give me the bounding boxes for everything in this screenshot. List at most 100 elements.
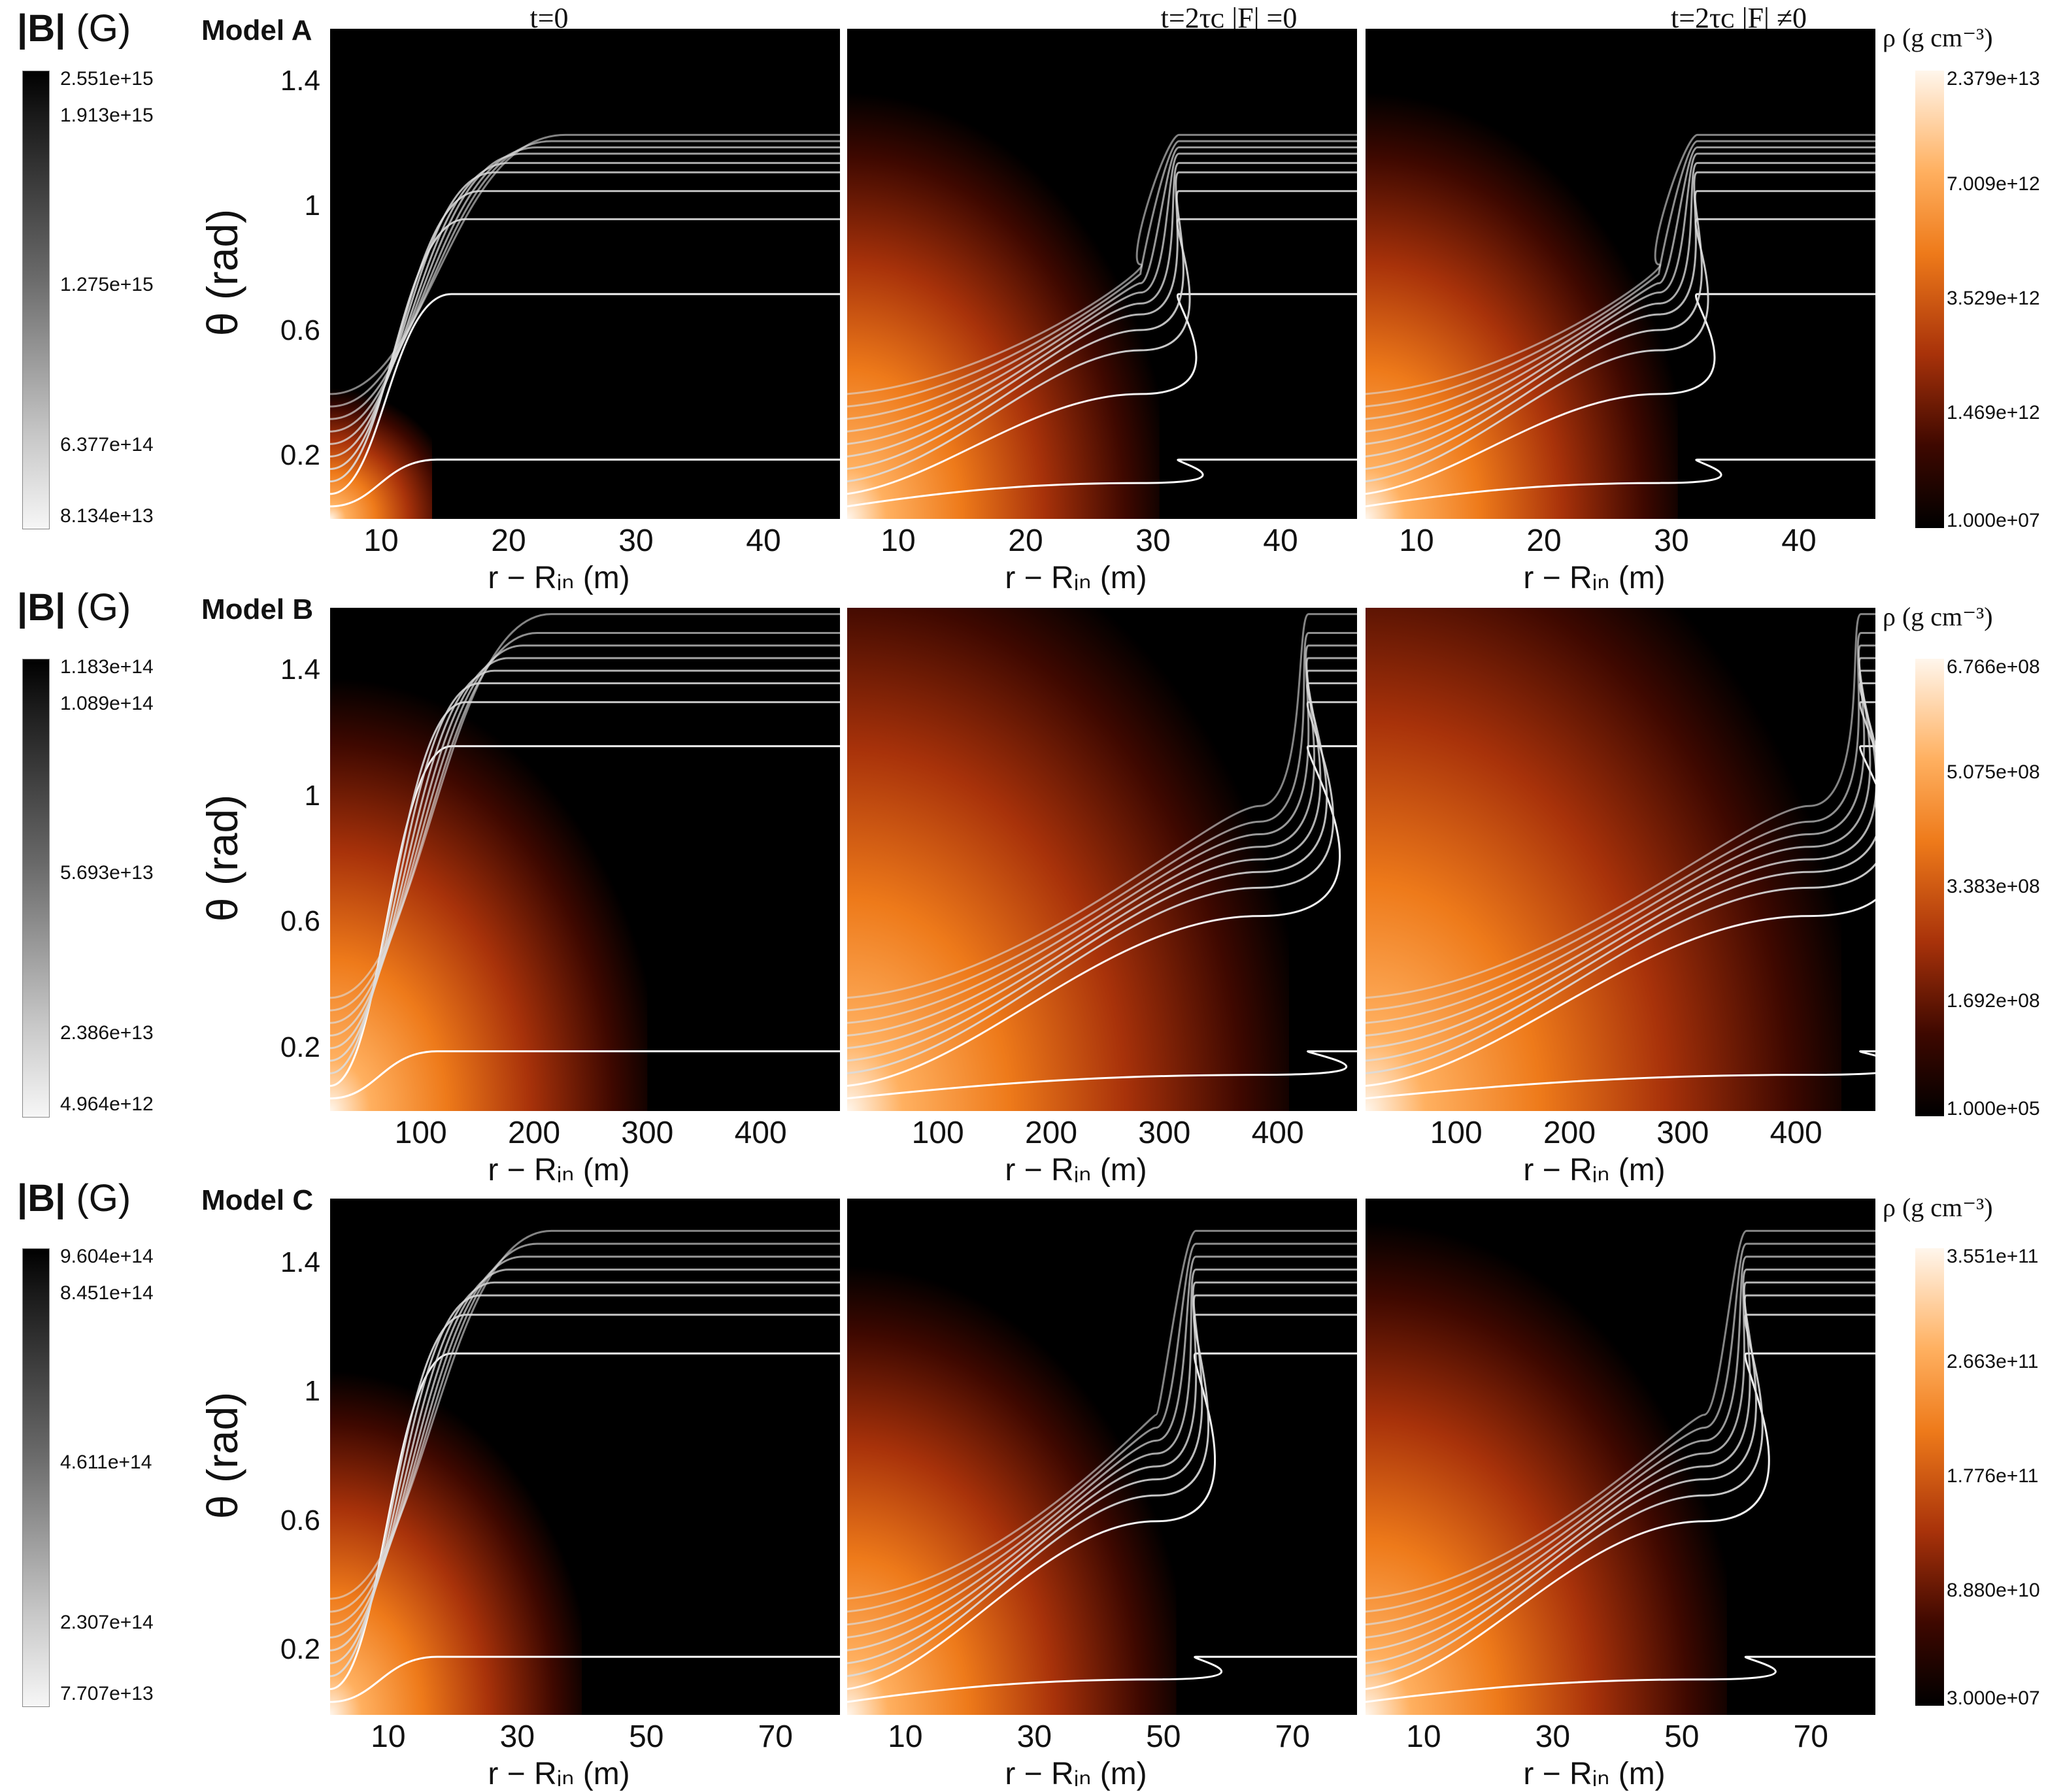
x-tick-label: 50 bbox=[1664, 1719, 1700, 1754]
x-tick-label: 300 bbox=[1138, 1116, 1191, 1150]
field-line bbox=[847, 1050, 1357, 1100]
density-field bbox=[847, 29, 1160, 519]
heatmap-svg bbox=[847, 29, 1357, 519]
field-line bbox=[1366, 1050, 1875, 1100]
x-axis-title: r − Rᵢₙ (m) bbox=[1523, 1153, 1666, 1187]
field-line bbox=[847, 745, 1357, 1087]
y-tick-label: 1 bbox=[304, 1375, 320, 1408]
rho-colorbar-tick-label: 1.000e+05 bbox=[1947, 1097, 2040, 1120]
x-tick-label: 70 bbox=[758, 1719, 793, 1754]
rho-colorbar-title: ρ (g cm⁻³) bbox=[1883, 23, 1993, 52]
b-colorbar-tick-label: 2.551e+15 bbox=[60, 68, 154, 90]
field-line bbox=[1366, 1294, 1875, 1665]
field-line bbox=[330, 632, 840, 1012]
x-tick-label: 100 bbox=[911, 1116, 964, 1150]
density-field bbox=[1366, 608, 1841, 1111]
x-axis-title: r − Rᵢₙ (m) bbox=[1523, 561, 1666, 595]
y-tick-label: 1.4 bbox=[280, 654, 320, 686]
x-tick-label: 30 bbox=[1135, 523, 1171, 558]
field-line bbox=[847, 152, 1357, 433]
rho-colorbar-tick-label: 3.383e+08 bbox=[1947, 876, 2040, 897]
x-tick-label: 50 bbox=[1146, 1719, 1181, 1754]
field-line bbox=[847, 133, 1357, 395]
field-line bbox=[847, 190, 1357, 471]
b-colorbar-symbol: |B| bbox=[17, 7, 66, 50]
heatmap-svg bbox=[847, 608, 1357, 1111]
field-line bbox=[1366, 1655, 1875, 1703]
density-field bbox=[1366, 29, 1678, 519]
field-line bbox=[847, 669, 1357, 1050]
field-line bbox=[847, 1242, 1357, 1613]
x-axis-title: r − Rᵢₙ (m) bbox=[1523, 1757, 1666, 1791]
rho-colorbar-tick-label: 1.776e+11 bbox=[1947, 1465, 2039, 1487]
column-title-t0: t=0 bbox=[529, 2, 569, 34]
y-tick-label: 1 bbox=[304, 190, 320, 222]
b-colorbar-tick-label: 2.307e+14 bbox=[60, 1612, 154, 1633]
x-tick-label: 20 bbox=[1526, 523, 1562, 558]
b-colorbar-title: |B| (G) bbox=[17, 1176, 131, 1220]
heatmap-panel-2-2 bbox=[1366, 1199, 1875, 1715]
field-line bbox=[847, 458, 1357, 508]
b-colorbar-tick-label: 5.693e+13 bbox=[60, 862, 154, 884]
field-line bbox=[1366, 171, 1875, 457]
b-colorbar-tick-label: 6.377e+14 bbox=[60, 434, 154, 456]
b-colorbar-tick-label: 1.275e+15 bbox=[60, 274, 154, 295]
density-field bbox=[847, 1199, 1177, 1715]
rho-colorbar bbox=[1915, 659, 1944, 1116]
model-label: Model A bbox=[201, 14, 312, 46]
field-line bbox=[1366, 1242, 1875, 1613]
x-tick-label: 400 bbox=[734, 1116, 787, 1150]
heatmap-svg bbox=[1366, 608, 1875, 1111]
density-field bbox=[330, 1199, 582, 1715]
field-line bbox=[330, 458, 840, 508]
field-line bbox=[847, 657, 1357, 1037]
x-tick-label: 10 bbox=[1406, 1719, 1441, 1754]
field-line bbox=[847, 146, 1357, 420]
field-line bbox=[847, 140, 1357, 408]
field-line bbox=[847, 1655, 1357, 1703]
field-line bbox=[330, 1352, 840, 1690]
heatmap-svg bbox=[847, 1199, 1357, 1715]
rho-colorbar-title: ρ (g cm⁻³) bbox=[1883, 602, 1993, 631]
heatmap-panel-0-2 bbox=[1366, 29, 1875, 519]
x-tick-label: 40 bbox=[1263, 523, 1298, 558]
field-line bbox=[330, 1050, 840, 1100]
column-title-f-nonzero: t=2τᴄ |F| ≠0 bbox=[1671, 2, 1807, 34]
field-line bbox=[330, 669, 840, 1050]
field-line bbox=[1366, 1255, 1875, 1626]
x-tick-label: 40 bbox=[1781, 523, 1817, 558]
heatmap-panel-2-1 bbox=[847, 1199, 1357, 1715]
x-axis-title: r − Rᵢₙ (m) bbox=[488, 561, 630, 595]
field-line bbox=[847, 682, 1357, 1062]
x-axis-title: r − Rᵢₙ (m) bbox=[1005, 1153, 1147, 1187]
b-colorbar-tick-label: 8.134e+13 bbox=[60, 505, 154, 527]
density-field bbox=[330, 608, 648, 1111]
field-line bbox=[1366, 632, 1875, 1012]
b-colorbar-tick-label: 4.964e+12 bbox=[60, 1093, 154, 1115]
rho-colorbar-tick-label: 8.880e+10 bbox=[1947, 1580, 2040, 1601]
x-tick-label: 30 bbox=[1654, 523, 1689, 558]
heatmap-svg bbox=[330, 608, 840, 1111]
field-line bbox=[1366, 293, 1875, 495]
x-axis-title: r − Rᵢₙ (m) bbox=[1005, 561, 1147, 595]
rho-colorbar bbox=[1915, 1248, 1944, 1706]
rho-colorbar-tick-label: 7.009e+12 bbox=[1947, 173, 2040, 195]
rho-colorbar-tick-label: 2.379e+13 bbox=[1947, 68, 2040, 90]
b-colorbar bbox=[22, 71, 50, 529]
y-tick-label: 1.4 bbox=[280, 1246, 320, 1278]
model-label: Model B bbox=[201, 593, 314, 625]
b-colorbar-tick-label: 7.707e+13 bbox=[60, 1682, 154, 1704]
y-tick-label: 0.2 bbox=[280, 1633, 320, 1666]
x-tick-label: 20 bbox=[1008, 523, 1043, 558]
heatmap-svg bbox=[330, 1199, 840, 1715]
b-colorbar-title: |B| (G) bbox=[17, 586, 131, 629]
x-tick-label: 300 bbox=[621, 1116, 674, 1150]
b-colorbar-tick-label: 8.451e+14 bbox=[60, 1282, 154, 1304]
b-colorbar-unit: (G) bbox=[76, 7, 131, 50]
y-tick-label: 0.2 bbox=[280, 439, 320, 472]
x-tick-label: 30 bbox=[618, 523, 654, 558]
field-line bbox=[330, 613, 840, 999]
y-tick-label: 0.6 bbox=[280, 314, 320, 347]
field-line bbox=[1366, 1229, 1875, 1600]
field-line bbox=[1366, 1281, 1875, 1651]
